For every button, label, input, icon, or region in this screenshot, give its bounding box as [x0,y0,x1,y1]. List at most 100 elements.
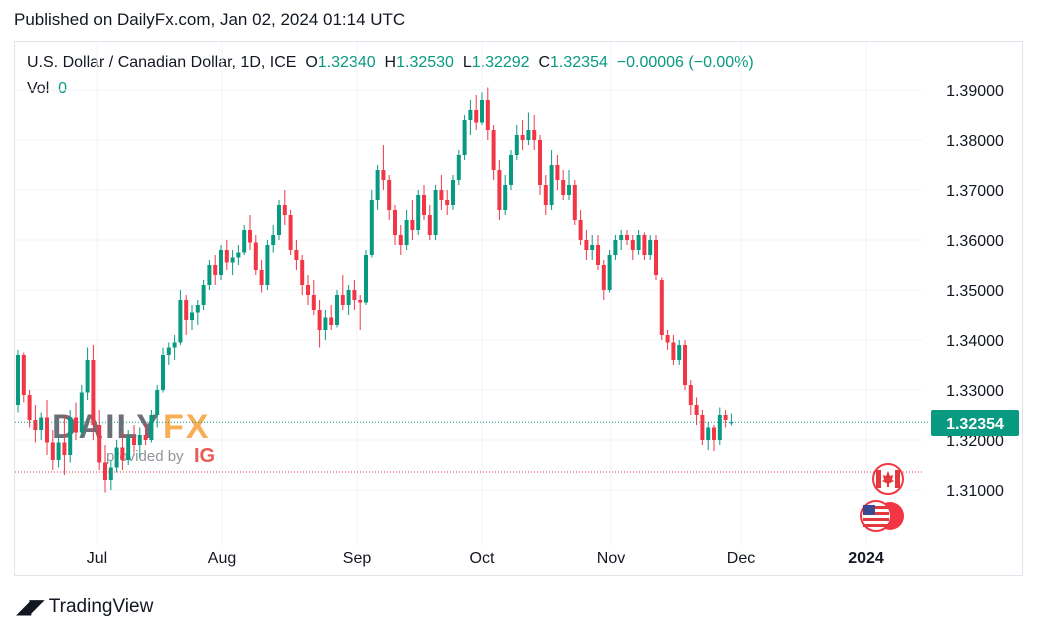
candle-body [636,235,641,250]
candle-body [706,427,711,440]
watermark-provided-by: provided by [106,448,184,465]
volume-legend: Vol 0 [27,80,67,98]
candle-body [340,295,345,305]
candle-body [85,360,90,393]
candle-body [410,220,415,230]
candle-body [79,392,84,433]
candle-body [381,170,386,180]
candle-body [294,250,299,260]
candle-body [717,415,722,440]
candle-body [433,190,438,235]
candle-body [654,240,658,275]
candle-body [671,342,676,360]
candle-body [27,395,32,420]
last-price-badge [931,410,1019,436]
candle-body [91,360,96,425]
x-tick-label: Jul [87,550,107,567]
candle-body [166,347,171,355]
y-tick-label: 1.37000 [946,183,1004,200]
candle-body [265,245,270,285]
price-axis: 1.39000 1.38000 1.37000 1.36000 1.35000 1.340… [946,83,1004,500]
candle-body [300,260,305,285]
candle-body [567,185,571,195]
price-lines [15,421,930,473]
candle-body [33,420,38,430]
candle-body [613,240,618,255]
candle-body [45,417,49,443]
candle-body [114,447,119,468]
candle-body [62,442,67,455]
candle-body [601,265,606,290]
chart-legend: U.S. Dollar / Canadian Dollar, 1D, ICE O… [27,54,754,72]
last-price-label: 1.32354 [931,410,1019,436]
tradingview-logo-icon: ◢◤ [16,596,45,618]
candle-body [439,190,444,200]
candle-body [648,240,653,255]
candle-body [56,442,61,460]
canada-flag-icon[interactable] [872,463,904,495]
candle-body [335,295,339,325]
x-tick-label: Nov [597,550,625,567]
candle-body [474,110,479,123]
candle-body [172,342,177,348]
grid-lines [15,42,922,545]
x-tick-label: Sep [343,550,372,567]
y-tick-label: 1.36000 [946,233,1004,250]
legend-change: −0.00006 (−0.00%) [616,54,754,71]
us-flag-icon[interactable] [860,500,904,532]
candle-body [497,170,502,210]
candle-body [317,310,322,330]
candle-body [126,437,131,460]
y-tick-label: 1.32000 [946,433,1004,450]
candle-body [149,415,154,440]
candle-body [712,427,716,440]
candle-body [700,415,705,440]
candle-body [207,265,212,285]
candle-body [230,257,235,263]
x-tick-label: Aug [208,550,236,567]
watermark-fx: FX [163,408,210,446]
candle-body [630,240,635,250]
candle-body [688,385,693,405]
candle-body [572,185,577,220]
x-tick-label: Oct [470,550,495,567]
legend-low-value: 1.32292 [471,54,530,71]
candle-body [39,417,44,430]
candle-body [398,235,403,245]
candle-body [665,335,670,343]
candle-body [729,422,734,424]
candle-body [445,200,450,205]
candle-body [456,155,461,180]
candle-body [561,180,566,195]
candle-body [137,435,142,445]
candle-body [549,165,554,205]
candle-body [213,265,218,275]
volume-value: 0 [58,80,68,97]
candle-body [195,305,200,313]
legend-high-value: 1.32530 [396,54,454,71]
legend-close-label: C [538,54,551,71]
candle-body [694,405,699,415]
footer-brand-text: TradingView [48,595,154,617]
candle-body [596,245,600,265]
volume-label: Vol [27,80,50,97]
legend-open-label: O [305,54,318,71]
candle-body [103,462,107,480]
candle-body [369,200,374,255]
time-axis: Jul Aug Sep Oct Nov Dec 2024 [87,550,884,567]
candle-body [161,355,165,390]
candle-body [97,425,102,463]
candle-body [242,230,247,253]
candle-body [491,130,496,170]
candle-body [532,130,537,140]
candle-body [201,285,206,305]
candle-body [422,195,426,215]
candle-body [120,447,125,460]
footer-brand[interactable]: ◢◤ TradingView [16,594,153,619]
candle-body [271,235,276,245]
event-flags[interactable] [860,463,904,532]
candle-body [416,195,421,230]
candle-body [723,415,728,420]
candle-body [683,345,687,385]
